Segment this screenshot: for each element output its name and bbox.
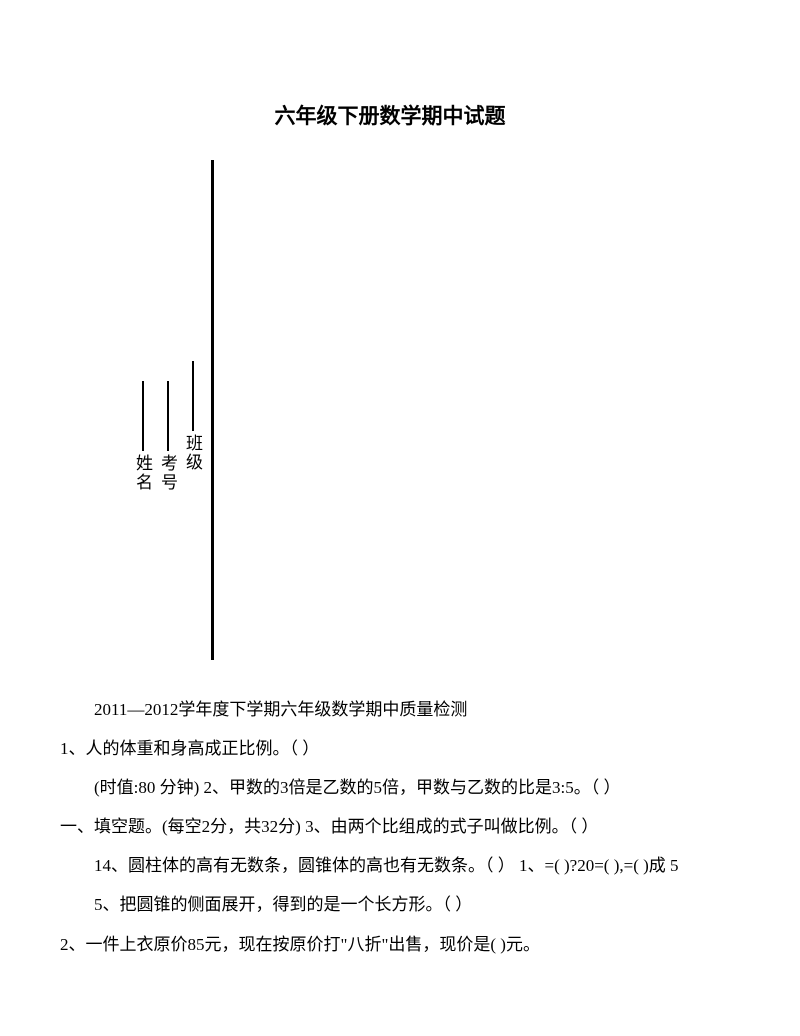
field-class: 班级 [180,358,205,472]
label-name: 姓名 [130,454,155,492]
para-7: 2、一件上衣原价85元，现在按原价打"八折"出售，现价是( )元。 [60,925,720,964]
para-2: 1、人的体重和身高成正比例。（ ） [60,729,720,768]
vertical-labels: 班级 考号 姓名 [130,160,211,660]
para-5: 14、圆柱体的高有无数条，圆锥体的高也有无数条。（ ） 1、=( )?20=( … [60,846,720,885]
label-examno: 考号 [155,454,180,492]
underline [142,381,144,451]
label-class: 班级 [180,434,205,472]
field-examno: 考号 [155,378,180,492]
page-title: 六年级下册数学期中试题 [60,100,720,130]
binding-margin: 班级 考号 姓名 [130,160,720,660]
document-body: 2011—2012学年度下学期六年级数学期中质量检测 1、人的体重和身高成正比例… [60,690,720,964]
para-4: 一、填空题。(每空2分，共32分) 3、由两个比组成的式子叫做比例。（ ） [60,807,720,846]
para-6: 5、把圆锥的侧面展开，得到的是一个长方形。（ ） [60,885,720,924]
para-1: 2011—2012学年度下学期六年级数学期中质量检测 [60,690,720,729]
underline [192,361,194,431]
underline [167,381,169,451]
field-name: 姓名 [130,378,155,492]
para-3: (时值:80 分钟) 2、甲数的3倍是乙数的5倍，甲数与乙数的比是3:5。（ ） [60,768,720,807]
vertical-divider [211,160,214,660]
